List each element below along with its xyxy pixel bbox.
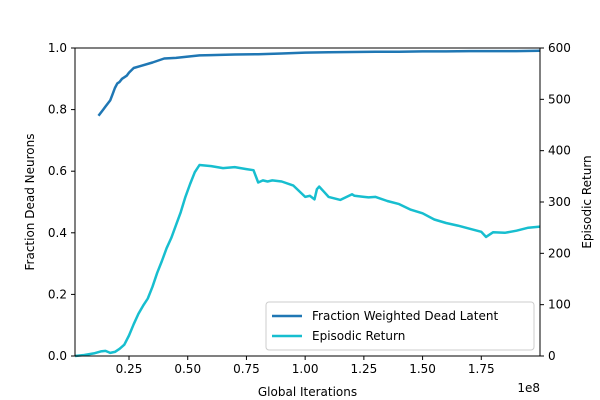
right-y-tick-label: 300 — [548, 195, 571, 209]
series-line-fraction-weighted-dead-latent — [97, 49, 541, 117]
x-tick-label: 1.75 — [468, 362, 495, 376]
right-y-tick-label: 500 — [548, 92, 571, 106]
x-tick-label: 0.50 — [174, 362, 201, 376]
legend-box — [265, 301, 535, 351]
right-y-tick-label: 600 — [548, 41, 571, 55]
left-y-tick-label: 1.0 — [48, 41, 67, 55]
left-y-tick-label: 0.2 — [48, 287, 67, 301]
left-axis-label: Fraction Dead Neurons — [23, 134, 37, 271]
legend-label-episodic-return: Episodic Return — [312, 329, 405, 343]
right-axis-label: Episodic Return — [580, 155, 594, 248]
right-y-tick-label: 400 — [548, 144, 571, 158]
series-lines — [74, 49, 541, 358]
left-y-tick-label: 0.8 — [48, 103, 67, 117]
right-y-tick-label: 200 — [548, 246, 571, 260]
x-tick-label: 1.50 — [409, 362, 436, 376]
axis-ticks: 0.25 0.50 0.75 1.00 1.25 1.50 1.750.00.20.40.6… — [48, 41, 571, 376]
left-y-tick-label: 0.6 — [48, 164, 67, 178]
x-tick-label: 1.25 — [351, 362, 378, 376]
right-y-tick-label: 100 — [548, 298, 571, 312]
x-offset-text: 1e8 — [517, 381, 540, 395]
right-y-tick-label: 0 — [548, 349, 556, 363]
legend: Fraction Weighted Dead Latent Episodic R… — [265, 301, 535, 351]
x-tick-label: 1.00 — [292, 362, 319, 376]
series-line-episodic-return — [74, 163, 541, 358]
x-axis-label: Global Iterations — [258, 385, 357, 399]
x-tick-label: 0.75 — [233, 362, 260, 376]
left-y-tick-label: 0.0 — [48, 349, 67, 363]
x-tick-label: 0.25 — [116, 362, 143, 376]
legend-label-dead-latent: Fraction Weighted Dead Latent — [312, 309, 498, 323]
left-y-tick-label: 0.4 — [48, 226, 67, 240]
